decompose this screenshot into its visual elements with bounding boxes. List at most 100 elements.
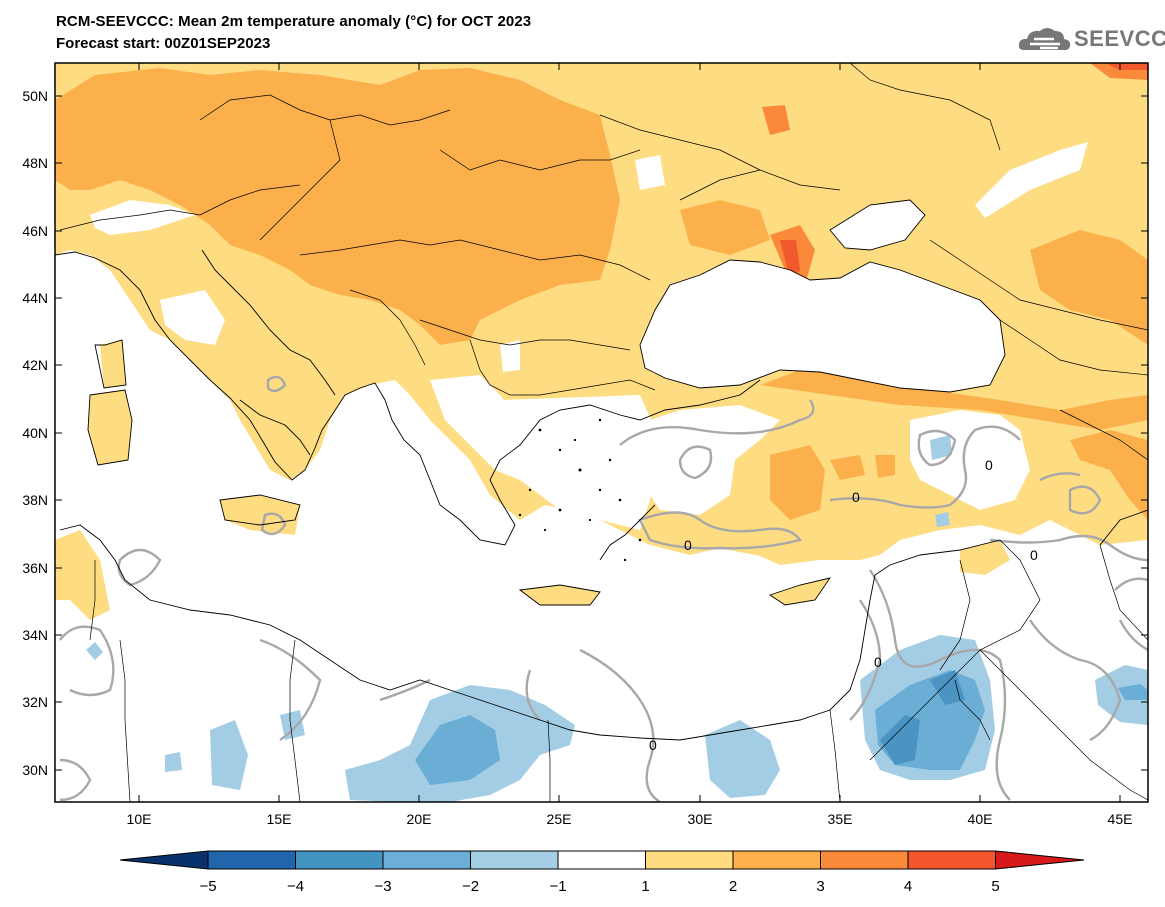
- anomaly-2-3-blacksea-south: [760, 370, 1148, 430]
- anomaly-1-2-sicily: [220, 495, 300, 535]
- lon-tick-label: 45E: [1108, 811, 1133, 827]
- lon-tick-label: 40E: [968, 811, 993, 827]
- anomaly-4-5-northeast: [1105, 63, 1148, 70]
- colorbar-swatch-above-max: [995, 850, 1085, 870]
- anomaly-neg1-neg2-libya3: [165, 752, 182, 772]
- colorbar-swatch: [645, 850, 734, 870]
- contour-labels: 0 0 0 0 0 0: [649, 457, 1038, 753]
- anomaly-1-2-cyprus: [770, 578, 830, 605]
- contour-label-0: 0: [649, 737, 657, 753]
- anomaly-neg3-neg4-jordan: [930, 670, 965, 705]
- lat-tick-label: 34N: [22, 627, 48, 643]
- contour-label-0: 0: [1030, 547, 1038, 563]
- lon-tick-label: 20E: [407, 811, 432, 827]
- anomaly-neg3-neg4-levant: [880, 715, 920, 765]
- map-title: RCM-SEEVCCC: Mean 2m temperature anomaly…: [56, 13, 532, 30]
- anomaly-2-3-anatolia2: [830, 455, 865, 480]
- anomaly-neg1-neg2-iraq: [1095, 665, 1148, 725]
- anomaly-neg2-neg3-iraq: [1118, 684, 1148, 700]
- black-sea: [640, 260, 1005, 392]
- colorbar-label: −5: [199, 878, 216, 895]
- lat-tick-label: 32N: [22, 694, 48, 710]
- anomaly-neg1-neg2-turkey2: [935, 512, 950, 527]
- neutral-patch-italy: [160, 290, 225, 345]
- contour-label-0: 0: [684, 537, 692, 553]
- lat-tick-label: 38N: [22, 492, 48, 508]
- neutral-patch-romania: [635, 155, 665, 190]
- colorbar-label: −2: [462, 878, 479, 895]
- colorbar-label: 1: [641, 878, 649, 895]
- map-field: 0 0 0 0 0 0: [55, 63, 1148, 802]
- anomaly-neg1-neg2-libya2: [280, 710, 305, 740]
- colorbar-label: −1: [549, 878, 566, 895]
- colorbar-swatch: [382, 850, 471, 870]
- cloud-icon: [1018, 28, 1071, 51]
- colorbar-label: 4: [904, 878, 912, 895]
- colorbar-label: 3: [816, 878, 824, 895]
- anomaly-2-3-caucasus: [1070, 430, 1148, 520]
- neutral-patch-aegean: [495, 395, 660, 530]
- latitude-axis: 50N 48N 46N 44N 42N 40N 38N 36N 34N 32N …: [22, 88, 1148, 778]
- lat-tick-label: 48N: [22, 155, 48, 171]
- zero-contours: [59, 375, 1148, 802]
- neutral-patch-russia: [975, 142, 1088, 218]
- colorbar-swatch: [470, 850, 559, 870]
- anomaly-1-2-tunisia: [55, 530, 110, 620]
- seevccc-logo: SEEVCCC: [1016, 22, 1165, 56]
- colorbar-label: 2: [729, 878, 737, 895]
- lat-tick-label: 30N: [22, 762, 48, 778]
- anomaly-2-3-ukraine: [680, 200, 770, 255]
- anomaly-2-3-region: [55, 68, 620, 345]
- lat-tick-label: 46N: [22, 223, 48, 239]
- coastlines: [55, 199, 1148, 741]
- anomaly-1-2-levant: [960, 540, 1010, 575]
- colorbar-swatch: [907, 850, 996, 870]
- neutral-patch-anatolia-east: [910, 410, 1030, 510]
- lon-tick-label: 35E: [828, 811, 853, 827]
- lon-tick-label: 10E: [127, 811, 152, 827]
- anomaly-1-2-crete: [520, 585, 600, 605]
- colorbar-swatch: [732, 850, 821, 870]
- azov-sea: [830, 200, 925, 250]
- logo-text: SEEVCCC: [1074, 26, 1165, 51]
- colorbar-label: −3: [374, 878, 391, 895]
- anomaly-4-5-crimea: [780, 240, 800, 280]
- lon-tick-label: 25E: [547, 811, 572, 827]
- colorbar: −5 −4 −3 −2 −1 1 2 3 4 5: [119, 850, 1085, 895]
- country-borders: [59, 63, 1148, 802]
- anomaly-neg1-neg2-algeria: [210, 720, 248, 790]
- anomaly-2-3-east: [1030, 230, 1148, 345]
- anomaly-neg1-neg2-tunisia: [86, 642, 103, 660]
- colorbar-swatch: [557, 850, 646, 870]
- anomaly-neg2-neg3-libya: [415, 715, 500, 785]
- forecast-start: Forecast start: 00Z01SEP2023: [56, 35, 271, 52]
- contour-label-0: 0: [874, 654, 882, 670]
- lat-tick-label: 42N: [22, 357, 48, 373]
- anomaly-1-2-corsica: [100, 340, 126, 388]
- lon-tick-label: 30E: [688, 811, 713, 827]
- anomaly-1-2-sardinia: [88, 390, 132, 465]
- neutral-patch-bulgaria: [500, 340, 520, 372]
- colorbar-label: −4: [287, 878, 304, 895]
- colorbar-swatch: [820, 850, 909, 870]
- lat-tick-label: 50N: [22, 88, 48, 104]
- longitude-axis: 10E 15E 20E 25E 30E 35E 40E 45E: [127, 63, 1133, 827]
- colorbar-swatch: [295, 850, 384, 870]
- lat-tick-label: 36N: [22, 560, 48, 576]
- contour-label-0: 0: [985, 457, 993, 473]
- colorbar-swatch-below-min: [119, 850, 209, 870]
- lat-tick-label: 44N: [22, 290, 48, 306]
- colorbar-label: 5: [991, 878, 999, 895]
- neutral-patch-alps: [90, 200, 195, 235]
- lat-tick-label: 40N: [22, 425, 48, 441]
- colorbar-swatch: [207, 850, 296, 870]
- anomaly-neg1-neg2-turkey: [930, 435, 952, 460]
- contour-label-0: 0: [852, 489, 860, 505]
- anomaly-2-3-anatolia3: [875, 455, 895, 478]
- anomaly-2-3-anatolia: [770, 445, 825, 520]
- anomaly-3-4-ukraine: [762, 105, 790, 135]
- lon-tick-label: 15E: [267, 811, 292, 827]
- anomaly-neg1-neg2-egypt: [705, 720, 780, 798]
- aegean-islands: [518, 418, 642, 562]
